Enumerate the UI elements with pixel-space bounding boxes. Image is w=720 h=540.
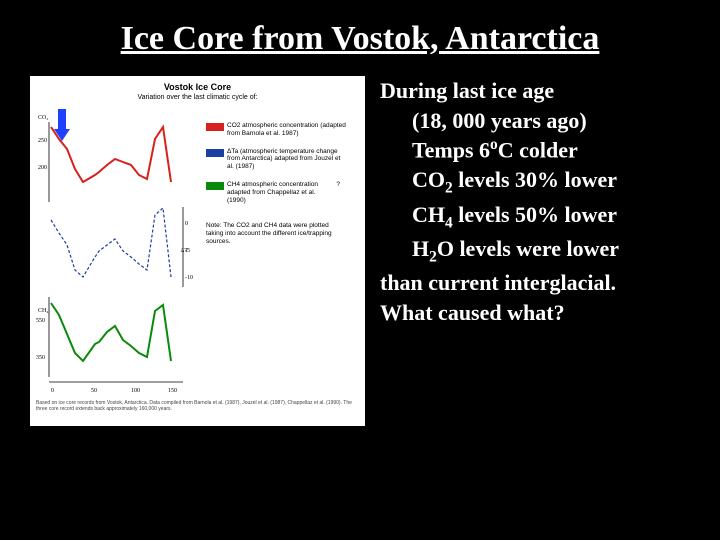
legend-swatch-co2 (206, 123, 224, 131)
text: C colder (498, 138, 578, 163)
ytick: 350 (36, 355, 45, 361)
ytick: -5 (185, 248, 190, 254)
legend-question-icon: ? (336, 181, 346, 188)
sub: 2 (445, 180, 453, 197)
chart-subtitle: Variation over the last climatic cycle o… (36, 94, 359, 101)
text: CO (412, 167, 445, 192)
degree-sup: o (490, 136, 498, 153)
legend-swatch-ch4 (206, 182, 224, 190)
xtick: 0 (51, 388, 54, 394)
text: O levels were lower (437, 236, 619, 261)
bullet-line: Temps 6oC colder (380, 135, 690, 165)
xtick: 50 (91, 388, 97, 394)
bullet-question: What caused what? (380, 298, 690, 328)
legend-text: CO2 atmospheric concentration (adapted f… (227, 122, 346, 138)
bullet-line: (18, 000 years ago) (380, 106, 690, 136)
plot-area: CO₂ ΔT CH₄ (36, 107, 196, 397)
text: levels 30% lower (453, 167, 617, 192)
text: levels 50% lower (453, 202, 617, 227)
bullet-line: H2O levels were lower (380, 234, 690, 268)
chart-panel: Vostok Ice Core Variation over the last … (30, 76, 365, 426)
ytick: -10 (185, 275, 193, 281)
xtick: 100 (131, 388, 140, 394)
bullet-heading: During last ice age (380, 76, 690, 106)
xtick: 150 (168, 388, 177, 394)
ch4-line (51, 303, 171, 361)
slide-title: Ice Core from Vostok, Antarctica (30, 20, 690, 58)
text-panel: During last ice age (18, 000 years ago) … (380, 76, 690, 426)
ytick: 200 (38, 165, 47, 171)
content-row: Vostok Ice Core Variation over the last … (30, 76, 690, 426)
bullet-conclusion: than current interglacial. (380, 268, 690, 298)
ytick: 550 (36, 318, 45, 324)
legend-area: CO2 atmospheric concentration (adapted f… (196, 107, 346, 397)
ylabel-ch4: CH₄ (38, 308, 48, 314)
chart-title: Vostok Ice Core (36, 82, 359, 92)
temp-line (51, 208, 171, 277)
legend-item: CH4 atmospheric concentration adapted fr… (206, 181, 346, 204)
chart-footer: Based on ice core records from Vostok, A… (36, 401, 359, 412)
ylabel-co2: CO₂ (38, 115, 48, 121)
bullet-line: CH4 levels 50% lower (380, 200, 690, 234)
legend-item: CO2 atmospheric concentration (adapted f… (206, 122, 346, 138)
text: Temps 6 (412, 138, 490, 163)
ytick: 0 (185, 221, 188, 227)
legend-text: CH4 atmospheric concentration adapted fr… (227, 181, 333, 204)
legend-item: ΔTa (atmospheric temperature change from… (206, 148, 346, 171)
sub: 2 (429, 248, 437, 265)
sub: 4 (445, 214, 453, 231)
legend-note: Note: The CO2 and CH4 data were plotted … (206, 222, 346, 245)
text: H (412, 236, 429, 261)
chart-body: CO₂ ΔT CH₄ (36, 107, 359, 397)
plot-svg: CO₂ ΔT CH₄ (36, 107, 196, 397)
bullet-line: CO2 levels 30% lower (380, 165, 690, 199)
co2-line (51, 127, 171, 182)
ytick: 250 (38, 138, 47, 144)
legend-swatch-temp (206, 149, 224, 157)
text: CH (412, 202, 445, 227)
slide-root: Ice Core from Vostok, Antarctica Vostok … (0, 0, 720, 540)
legend-text: ΔTa (atmospheric temperature change from… (227, 148, 346, 171)
